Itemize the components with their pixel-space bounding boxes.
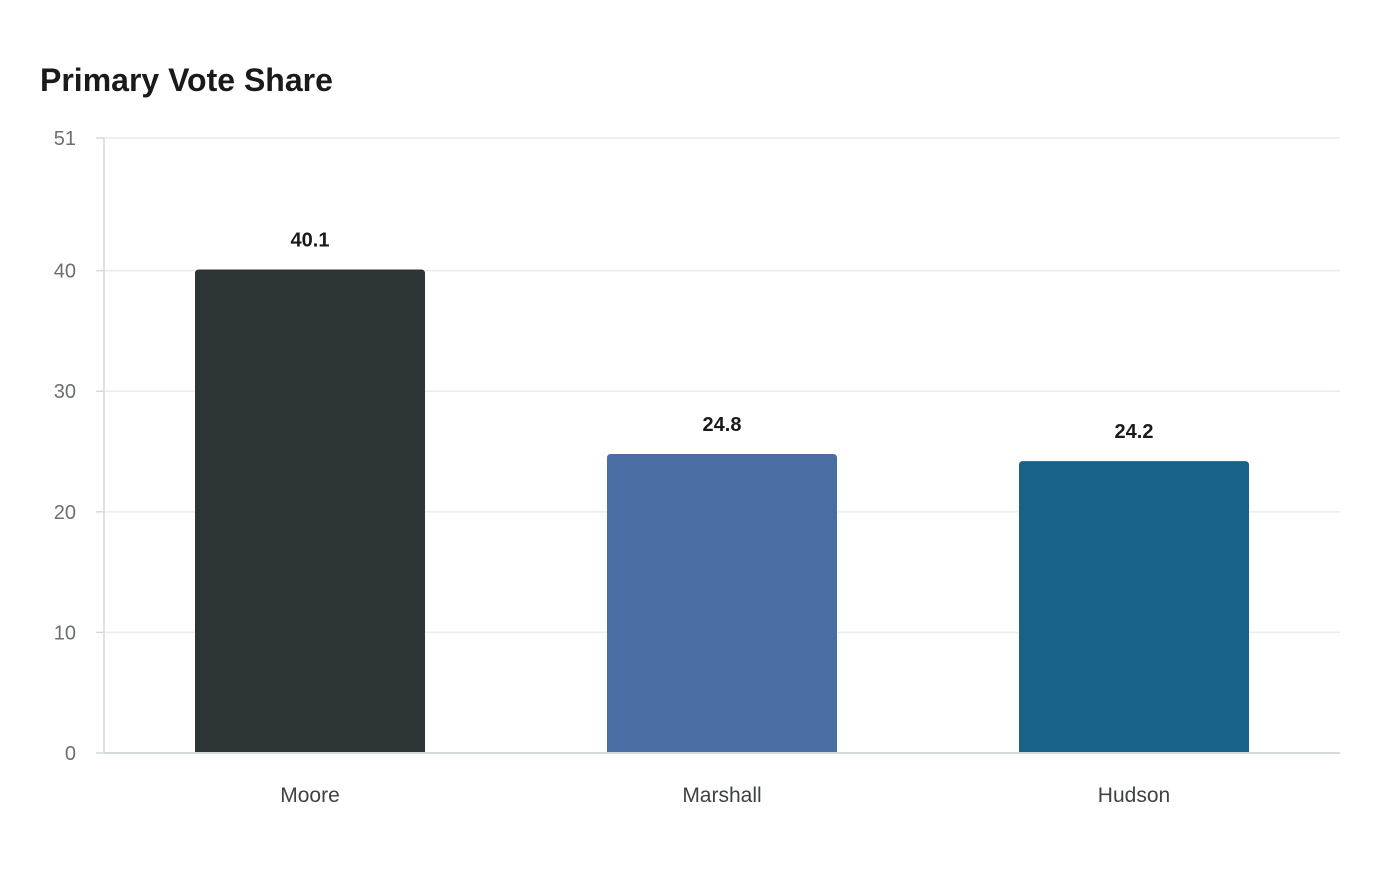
data-label: 24.2 [1115, 421, 1154, 443]
axes [96, 137, 1340, 754]
x-category-label: Moore [280, 784, 340, 807]
labels: 0 10 20 30 40 51 40.1 Moore 24.8 Marshall 24.2 Huds… [54, 128, 1170, 807]
y-tick-label: 51 [54, 128, 76, 150]
bars [195, 269, 1249, 753]
bar-marshall [607, 453, 837, 753]
y-tick-label: 0 [65, 743, 76, 765]
x-category-label: Marshall [682, 784, 761, 807]
y-tick-label: 30 [54, 381, 76, 403]
data-label: 24.8 [703, 414, 742, 436]
y-tick-label: 10 [54, 622, 76, 644]
x-category-label: Hudson [1098, 784, 1170, 807]
bar-moore [195, 269, 425, 753]
y-tick-label: 40 [54, 261, 76, 283]
y-tick-label: 20 [54, 502, 76, 524]
chart-title: Primary Vote Share [40, 62, 333, 98]
bar-hudson [1019, 461, 1249, 753]
data-label: 40.1 [291, 229, 330, 251]
